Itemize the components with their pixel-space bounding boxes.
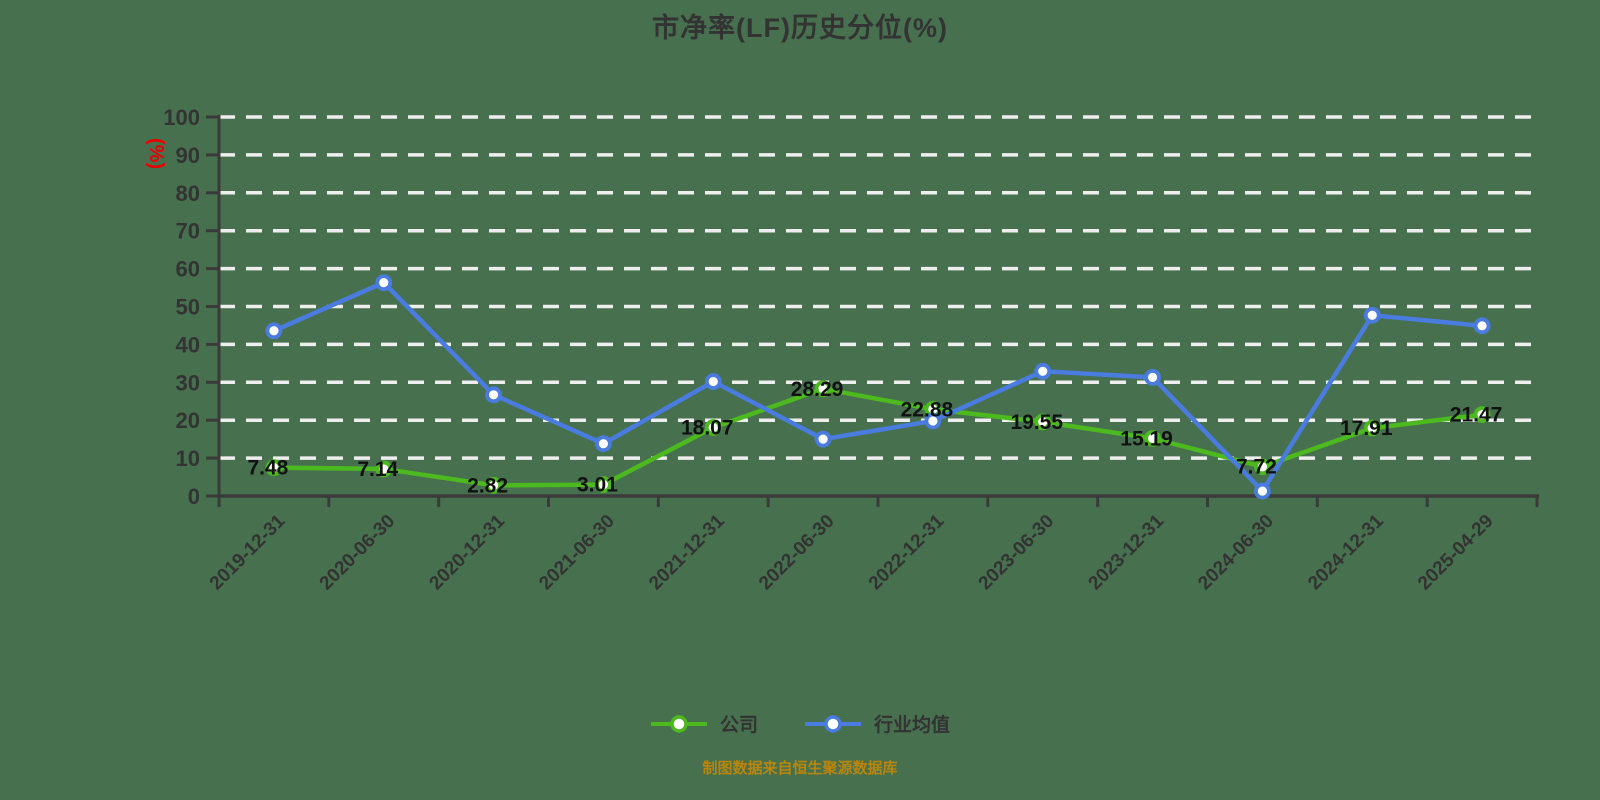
- x-axis-label: 2020-12-31: [426, 510, 510, 594]
- y-axis-label: 60: [176, 257, 200, 282]
- company-data-point-marker: [595, 476, 612, 493]
- data-label: 19.55: [1010, 411, 1063, 434]
- y-axis-label: 10: [176, 446, 200, 471]
- industry-data-point-marker: [814, 430, 832, 448]
- company-legend-marker: [650, 714, 707, 733]
- industry-data-point-marker: [704, 373, 722, 390]
- data-label: 17.91: [1340, 417, 1393, 440]
- y-axis-label: 70: [176, 219, 200, 244]
- x-axis-label: 2023-06-30: [975, 511, 1059, 595]
- company-data-point-marker: [1363, 419, 1381, 437]
- x-axis-label: 2020-06-30: [316, 511, 400, 595]
- industry-data-point-marker: [595, 435, 612, 453]
- data-label: 28.29: [791, 378, 844, 401]
- data-label: 2.82: [467, 474, 508, 497]
- industry-data-point-marker: [1144, 368, 1161, 386]
- industry-data-point-marker: [265, 322, 283, 340]
- company-data-point-marker: [1254, 458, 1271, 476]
- data-label: 18.07: [681, 417, 734, 440]
- y-axis-label: 0: [188, 484, 200, 509]
- x-axis-label: 2022-12-31: [865, 510, 949, 594]
- chart-title: 市净率(LF)历史分位(%): [652, 13, 948, 43]
- legend: 公司 行业均值: [0, 710, 1600, 737]
- data-label: 22.88: [901, 398, 954, 421]
- x-axis-label: 2022-06-30: [755, 511, 839, 595]
- y-axis-label: 50: [176, 295, 200, 320]
- industry-data-point-marker: [1254, 482, 1271, 500]
- industry-data-point-marker: [1473, 317, 1491, 335]
- industry-legend-marker: [805, 714, 861, 733]
- plot-area: 0 10 20 30 40 50 60 70 80 90 100 (%) 2019-12-31 2020-…: [145, 105, 1539, 595]
- y-axis-label: 80: [176, 181, 200, 206]
- legend-label-industry: 行业均值: [874, 715, 951, 736]
- x-axis-label: 2024-12-31: [1304, 510, 1388, 594]
- x-axis-label: 2021-06-30: [535, 511, 619, 595]
- data-label: 15.19: [1120, 427, 1173, 450]
- x-axis-label: 2024-06-30: [1194, 511, 1278, 595]
- company-series-line: [271, 386, 1485, 488]
- y-axis-label: 90: [176, 143, 200, 168]
- y-axis-unit-label: (%): [145, 138, 167, 169]
- industry-series-line: [271, 280, 1485, 494]
- y-axis-label: 100: [163, 105, 200, 130]
- company-data-point-marker: [1034, 413, 1052, 431]
- industry-data-point-marker: [924, 412, 942, 430]
- data-label: 7.72: [1236, 456, 1277, 479]
- company-data-point-marker: [814, 380, 832, 398]
- industry-data-point-marker: [1034, 362, 1052, 380]
- legend-label-company: 公司: [719, 715, 758, 736]
- company-data-point-marker: [375, 460, 393, 478]
- data-label: 7.48: [247, 457, 288, 480]
- y-axis-label: 30: [176, 370, 200, 395]
- company-data-point-marker: [1473, 406, 1491, 424]
- y-axis-label: 20: [176, 408, 200, 433]
- data-label: 21.47: [1450, 404, 1503, 427]
- company-data-point-marker: [704, 419, 722, 436]
- data-label: 3.01: [577, 474, 618, 497]
- industry-data-point-marker: [1363, 306, 1381, 324]
- x-axis-label: 2021-12-31: [645, 510, 729, 594]
- company-data-point-marker: [1144, 430, 1161, 447]
- legend-item-industry[interactable]: 行业均值: [804, 710, 950, 737]
- data-label: 7.14: [357, 458, 398, 481]
- company-data-point-marker: [265, 459, 283, 477]
- legend-item-company[interactable]: 公司: [650, 710, 758, 737]
- y-axis-label: 40: [176, 332, 200, 357]
- x-axis-label: 2023-12-31: [1085, 510, 1169, 594]
- x-axis-label: 2025-04-29: [1414, 511, 1498, 595]
- industry-data-point-marker: [485, 386, 502, 404]
- company-data-point-marker: [485, 476, 502, 494]
- data-source-note: 制图数据来自恒生聚源数据库: [702, 760, 898, 777]
- x-axis-label: 2019-12-31: [206, 510, 290, 594]
- industry-data-point-marker: [375, 274, 393, 292]
